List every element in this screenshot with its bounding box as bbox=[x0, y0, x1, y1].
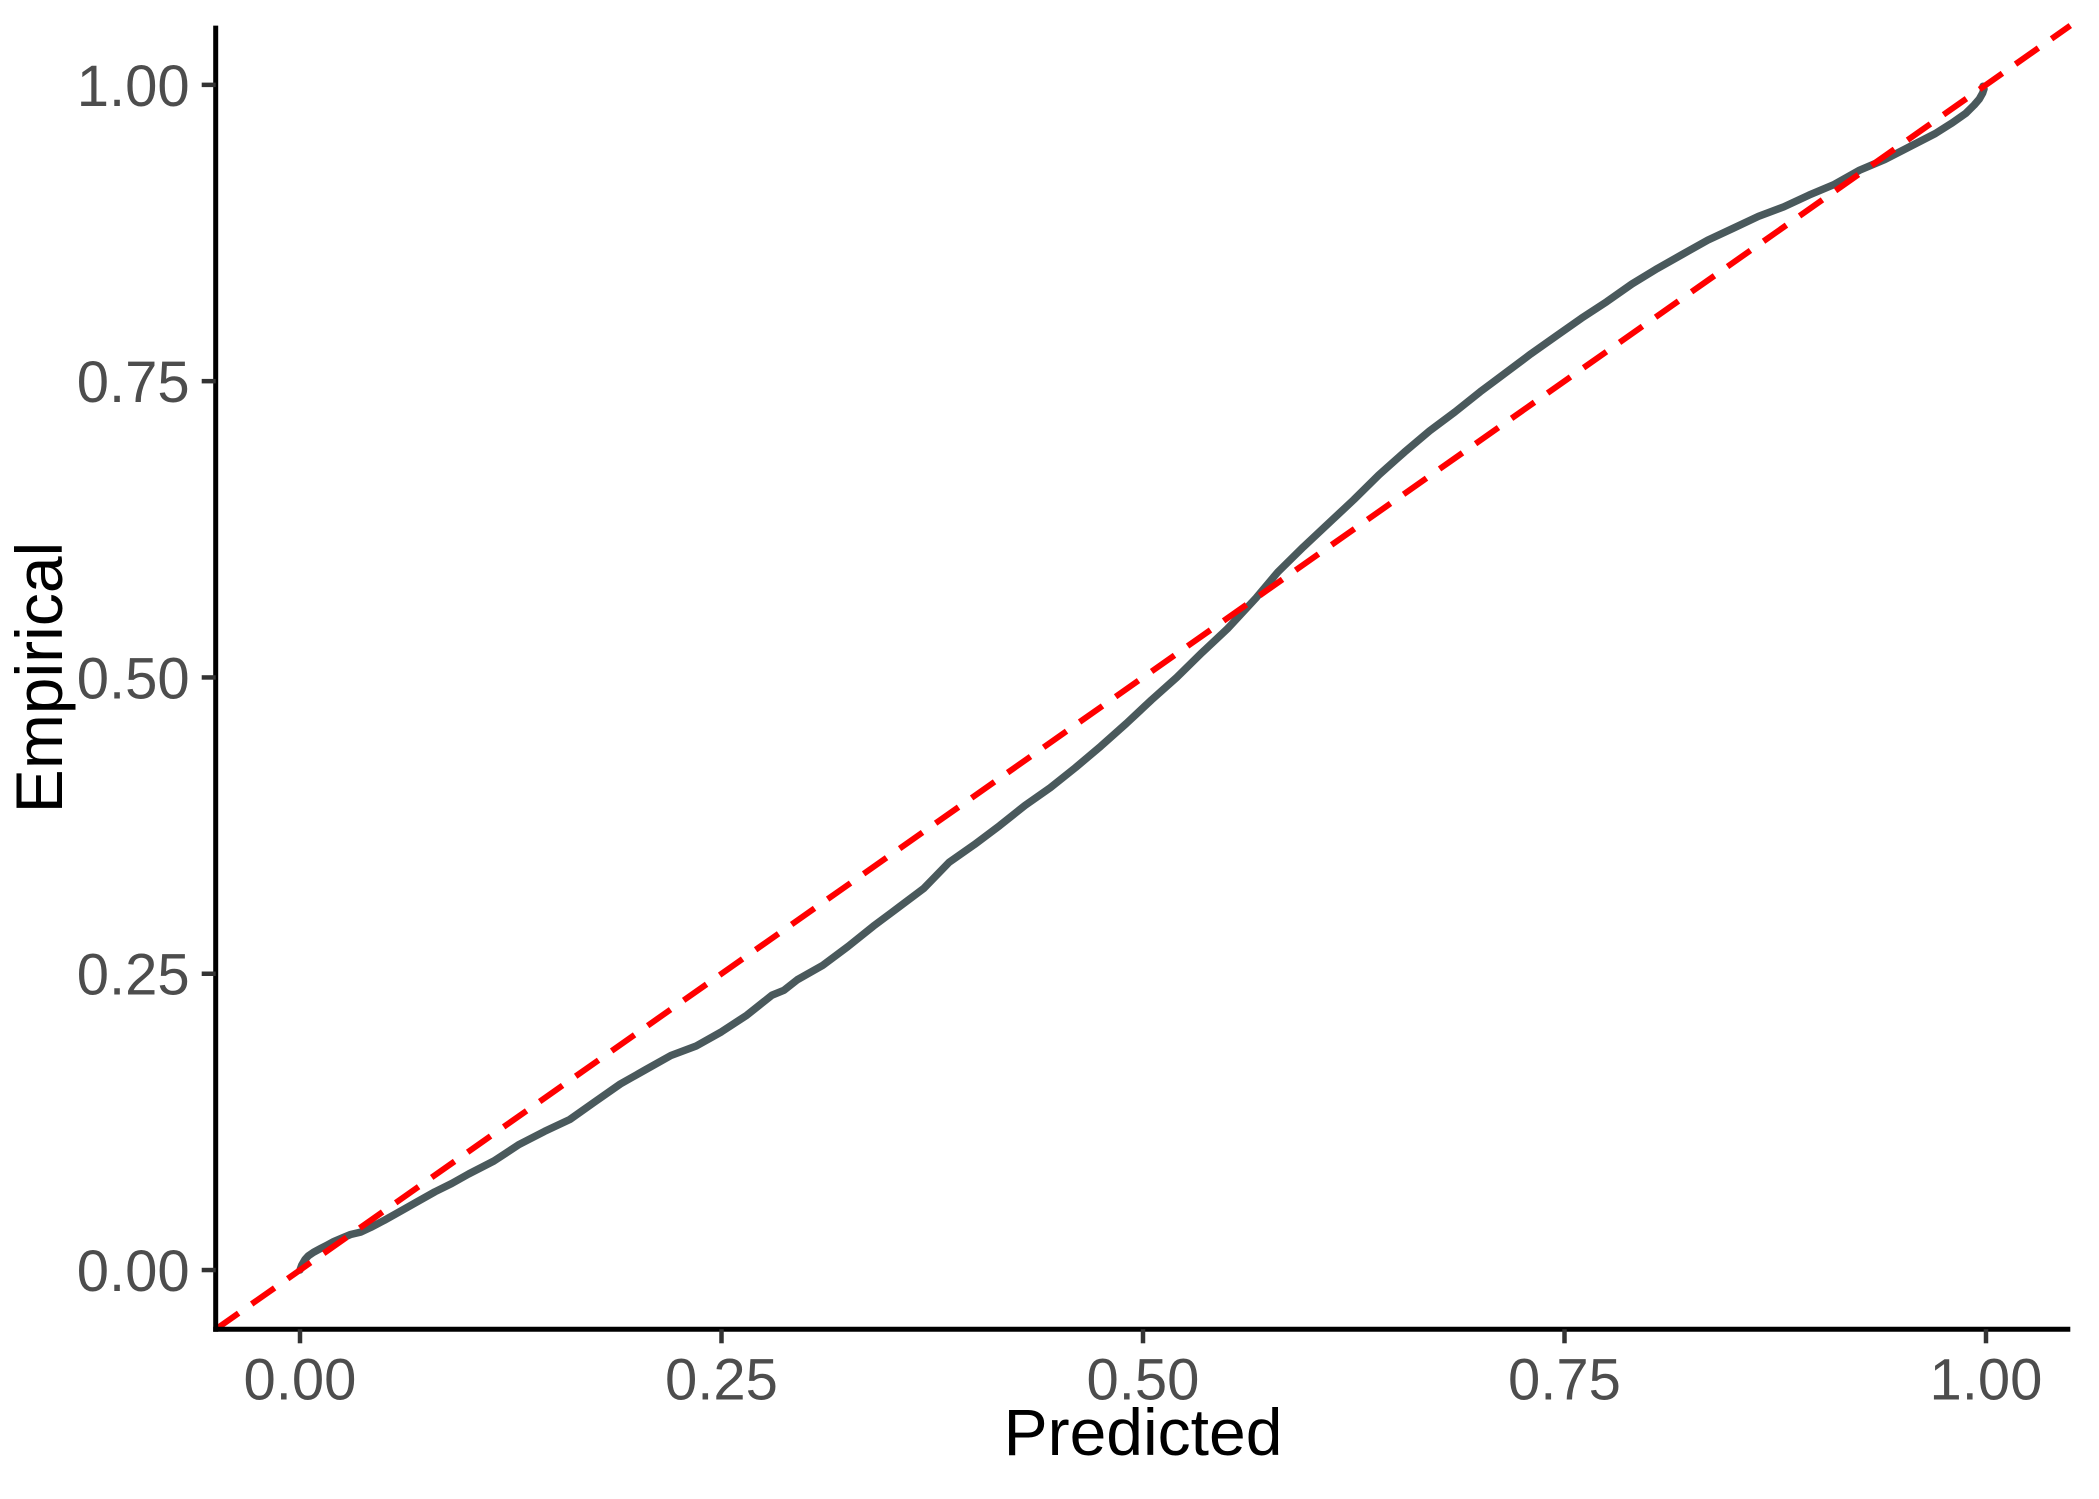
x-axis-ticks: 0.00 0.25 0.50 0.75 1.00 bbox=[244, 1329, 2043, 1412]
x-tick-label: 0.75 bbox=[1508, 1347, 1621, 1412]
y-tick-label: 0.00 bbox=[77, 1239, 190, 1304]
x-axis-title: Predicted bbox=[1004, 1395, 1283, 1469]
y-axis-ticks: 0.00 0.25 0.50 0.75 1.00 bbox=[77, 54, 216, 1304]
calibration-curve-line bbox=[296, 82, 1988, 1274]
y-axis-title: Empirical bbox=[2, 542, 76, 813]
y-tick-label: 0.75 bbox=[77, 350, 190, 415]
x-tick-label: 0.25 bbox=[665, 1347, 778, 1412]
y-tick-label: 0.50 bbox=[77, 646, 190, 711]
x-tick-label: 1.00 bbox=[1930, 1347, 2043, 1412]
y-tick-label: 0.25 bbox=[77, 943, 190, 1008]
y-tick-label: 1.00 bbox=[77, 54, 190, 119]
x-tick-label: 0.50 bbox=[1087, 1347, 1200, 1412]
x-tick-label: 0.00 bbox=[244, 1347, 357, 1412]
identity-reference-line bbox=[213, 23, 2073, 1332]
series-layer bbox=[213, 23, 2073, 1332]
